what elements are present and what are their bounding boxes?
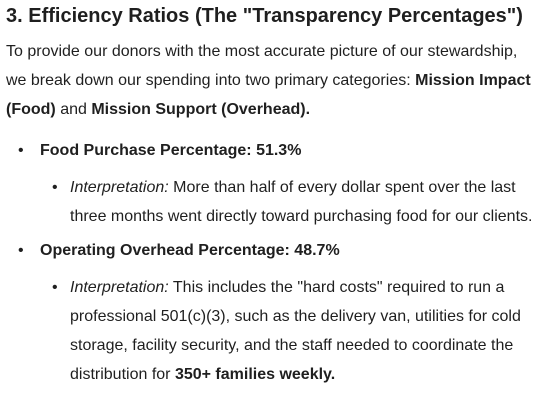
category-mission-impact: Mission Impact (Food) [6, 72, 531, 118]
interpretation-label: Interpretation: [70, 279, 169, 296]
interpretation-item: • Interpretation: This includes the "har… [40, 273, 540, 389]
intro-paragraph: To provide our donors with the most accu… [6, 37, 542, 124]
category-mission-support: Mission Support (Overhead). [91, 101, 311, 118]
section-heading: 3. Efficiency Ratios (The "Transparency … [6, 5, 523, 27]
bullet: • [18, 242, 24, 259]
metric-title: Food Purchase Percentage: 51.3% [40, 142, 302, 159]
intro-text: To provide our donors with the most accu… [6, 43, 518, 89]
metric-food-purchase: • Food Purchase Percentage: 51.3% • Inte… [6, 136, 548, 231]
sub-bullet: • [52, 279, 58, 296]
interpretation-text: This includes the "hard costs" required … [70, 279, 521, 383]
interpretation-highlight: 350+ families weekly. [174, 366, 336, 383]
sub-bullet: • [52, 179, 58, 196]
bullet: • [18, 142, 24, 159]
interpretation-text: More than half of every dollar spent ove… [70, 179, 533, 225]
interpretation-item: • Interpretation: More than half of ever… [40, 173, 540, 231]
intro-connector: and [55, 101, 92, 118]
metric-operating-overhead: • Operating Overhead Percentage: 48.7% •… [6, 236, 548, 389]
interpretation-label: Interpretation: [70, 179, 169, 196]
metric-title: Operating Overhead Percentage: 48.7% [40, 242, 340, 259]
metrics-list: • Food Purchase Percentage: 51.3% • Inte… [6, 136, 548, 389]
